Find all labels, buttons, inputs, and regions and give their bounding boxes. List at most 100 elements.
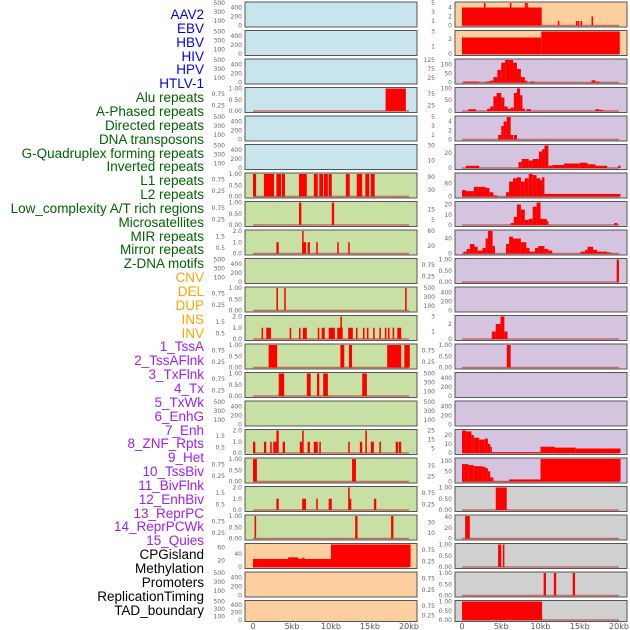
y-tick-label: 0.75 xyxy=(212,177,226,184)
panel-background xyxy=(244,58,418,85)
track-label-13-reprpc: 13_ReprPC xyxy=(133,505,204,521)
bar xyxy=(348,498,352,510)
bar xyxy=(587,164,596,168)
panel-background xyxy=(244,286,418,313)
y-tick-label: 500 xyxy=(214,57,226,64)
bar xyxy=(577,21,580,26)
bar xyxy=(479,439,485,453)
y-tick-label: 400 xyxy=(231,147,243,154)
y-tick-label: 0 xyxy=(448,450,452,457)
panel-g-quadruplex-forming-repeats: 0.000.250.500.751.00 xyxy=(212,285,418,315)
panel-background xyxy=(244,400,418,427)
y-tick-label: 25 xyxy=(427,473,435,480)
track-label-htlv-1: HTLV-1 xyxy=(159,76,204,92)
bar xyxy=(465,191,474,197)
bar xyxy=(253,174,257,197)
bar xyxy=(557,21,560,26)
bar xyxy=(484,438,488,453)
y-tick-label: 2.0 xyxy=(232,485,242,492)
bar xyxy=(337,327,343,339)
x-tick-label: 15kb xyxy=(360,622,380,630)
bar xyxy=(462,7,542,26)
y-tick-label: 0.50 xyxy=(229,296,243,303)
bar xyxy=(302,242,307,254)
y-tick-label: 10 xyxy=(427,158,435,165)
bar xyxy=(462,190,466,197)
bar xyxy=(513,62,517,83)
bar xyxy=(503,121,507,140)
bar xyxy=(491,331,496,339)
bar xyxy=(468,109,477,111)
bar xyxy=(373,498,377,510)
y-tick-label: 5 xyxy=(431,217,435,224)
y-tick-label: 0.00 xyxy=(439,593,453,600)
bar xyxy=(482,247,486,254)
bar xyxy=(485,238,488,254)
bar xyxy=(288,557,299,567)
y-tick-label: 100 xyxy=(424,417,436,424)
y-tick-label: 1.0 xyxy=(232,325,242,332)
bar xyxy=(580,251,586,254)
panel-1-tssa: 0 25 50 75 100 125 xyxy=(424,57,628,87)
y-tick-label: 20 xyxy=(444,202,452,209)
y-tick-label: 0.75 xyxy=(212,91,226,98)
y-tick-label: 0.25 xyxy=(212,473,226,480)
bar xyxy=(370,174,375,197)
bar xyxy=(575,448,621,453)
bar xyxy=(505,244,510,254)
bar xyxy=(331,544,411,567)
y-tick-label: 40 xyxy=(234,551,242,558)
y-tick-label: 1.00 xyxy=(229,371,243,378)
bar xyxy=(572,573,576,596)
bar xyxy=(490,477,494,482)
y-tick-label: 400 xyxy=(231,404,243,411)
y-tick-label: 2.0 xyxy=(232,314,242,321)
bar xyxy=(466,249,470,254)
panel-inv: 0 1 2 3 xyxy=(431,29,628,58)
bar xyxy=(465,165,480,168)
bar xyxy=(548,250,553,254)
bar xyxy=(489,192,494,197)
bar xyxy=(493,195,498,197)
y-tick-label: 1.5 xyxy=(215,433,225,440)
panel-del: 0 100 200 300 400 500 xyxy=(214,570,418,600)
y-tick-label: 0.00 xyxy=(229,365,243,372)
y-tick-label: 200 xyxy=(231,610,243,617)
panel-background xyxy=(454,343,628,370)
y-tick-label: 100 xyxy=(424,389,436,396)
y-tick-label: 100 xyxy=(214,47,226,54)
y-tick-label: 500 xyxy=(424,285,436,292)
bar xyxy=(469,244,475,254)
y-tick-label: 500 xyxy=(214,143,226,150)
bar xyxy=(516,177,521,197)
panel-background xyxy=(454,58,628,85)
y-tick-label: 0.25 xyxy=(212,359,226,366)
y-tick-label: 100 xyxy=(424,303,436,310)
y-tick-label: 0 xyxy=(448,336,452,343)
y-tick-label: 300 xyxy=(424,408,436,415)
bar xyxy=(273,441,277,453)
bar xyxy=(345,174,350,197)
track-label-g-quadruplex-forming-repeats: G-Quadruplex forming repeats xyxy=(21,145,204,161)
y-tick-label: 0.00 xyxy=(439,507,453,514)
bar xyxy=(373,327,375,339)
y-tick-label: 100 xyxy=(214,75,226,82)
y-tick-label: 1.00 xyxy=(439,257,453,264)
y-tick-label: 0.00 xyxy=(229,479,243,486)
bar xyxy=(261,327,264,339)
bar xyxy=(487,108,491,111)
bar xyxy=(504,331,508,339)
x-tick-label: 0 xyxy=(250,622,255,630)
panel-background xyxy=(454,115,628,142)
panel-promoters: 0.000.250.500.751.00 xyxy=(422,542,628,571)
x-tick-label: 20kb xyxy=(399,622,419,630)
panel-tad-boundary: 0.000.250.500.751.00 xyxy=(422,599,628,624)
y-tick-label: 0.25 xyxy=(212,102,226,109)
y-tick-label: 2 xyxy=(448,128,452,135)
panel-background xyxy=(454,258,628,284)
y-tick-label: 0.25 xyxy=(422,359,436,366)
panel-background xyxy=(244,1,418,28)
y-tick-label: 300 xyxy=(214,38,226,45)
bar xyxy=(316,498,318,510)
bar xyxy=(404,345,410,368)
